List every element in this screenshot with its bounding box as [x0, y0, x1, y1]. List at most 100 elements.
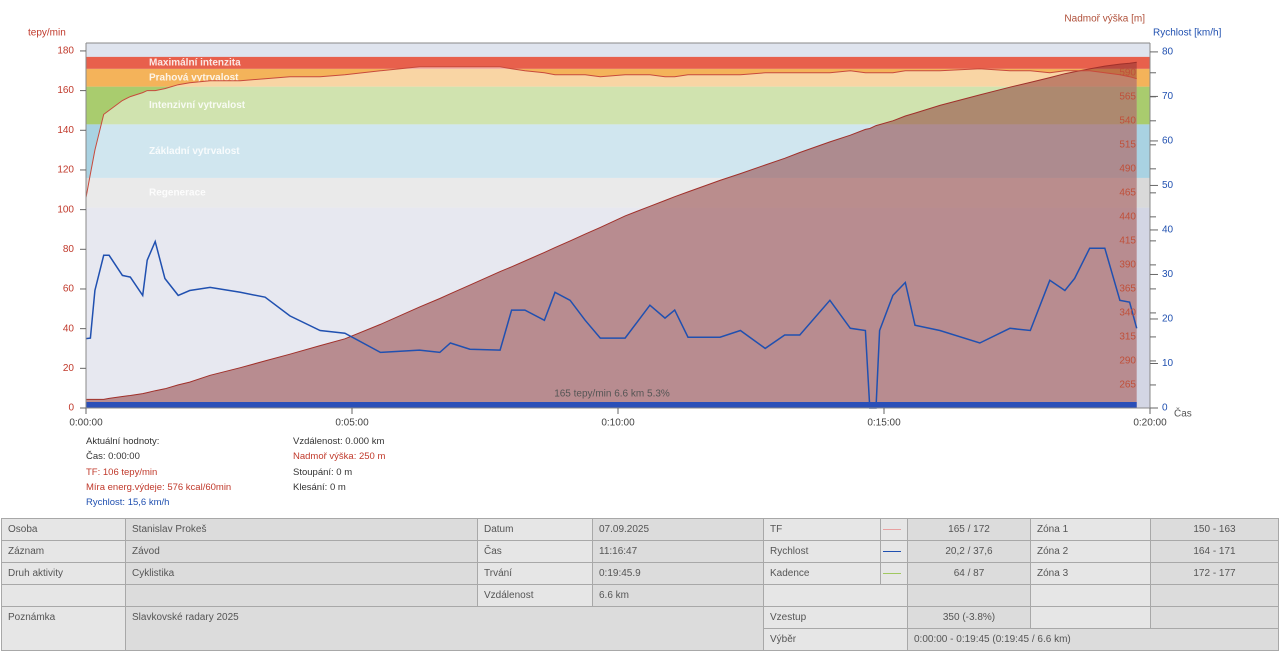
- info-item: TF: 106 tepy/min: [86, 466, 158, 478]
- cell: [763, 584, 908, 607]
- y2-tick-label: 515: [1119, 139, 1136, 150]
- y3-axis-title: Rychlost [km/h]: [1153, 28, 1222, 39]
- y-tick-label: 140: [57, 125, 74, 136]
- y-tick-label: 20: [63, 363, 75, 374]
- altitude-area: [86, 62, 1137, 408]
- y-tick-label: 40: [63, 323, 75, 334]
- y2-tick-label: 415: [1119, 236, 1136, 247]
- zone-label: Regenerace: [149, 187, 206, 198]
- cell: 165 / 172: [907, 518, 1031, 541]
- cell: Vzdálenost: [477, 584, 593, 607]
- cell: 0:00:00 - 0:19:45 (0:19:45 / 6.6 km): [907, 628, 1279, 651]
- cell: Trvání: [477, 562, 593, 585]
- zone-label: Maximální intenzita: [149, 57, 241, 68]
- cell: 350 (-3.8%): [907, 606, 1031, 629]
- info-title: Aktuální hodnoty:: [86, 436, 160, 447]
- y3-tick-label: 40: [1162, 225, 1174, 236]
- y3-tick-label: 30: [1162, 269, 1174, 280]
- y-tick-label: 100: [57, 204, 74, 215]
- cell: 11:16:47: [592, 540, 764, 563]
- y2-tick-label: 315: [1119, 332, 1136, 343]
- swatch: [883, 551, 901, 552]
- cell: Výběr: [763, 628, 908, 651]
- cell: Osoba: [1, 518, 126, 541]
- y-tick-label: 180: [57, 46, 74, 57]
- y2-tick-label: 565: [1119, 91, 1136, 102]
- info-item: Rychlost: 15,6 km/h: [86, 497, 170, 509]
- annotation: 165 tepy/min 6.6 km 5.3%: [554, 389, 670, 400]
- cell: Čas: [477, 540, 593, 563]
- zone-label: Intenzivní vytrvalost: [149, 100, 246, 111]
- cell: Rychlost: [763, 540, 881, 563]
- swatch-cell: [880, 562, 908, 585]
- cell: Zóna 3: [1030, 562, 1151, 585]
- cell: Cyklistika: [125, 562, 478, 585]
- cell: Poznámka: [1, 606, 126, 651]
- cell: 164 - 171: [1150, 540, 1279, 563]
- x-tick-label: 0:00:00: [69, 418, 103, 429]
- cell: [907, 584, 1031, 607]
- cell: [125, 584, 478, 607]
- y3-tick-label: 70: [1162, 91, 1174, 102]
- info-left: Aktuální hodnoty: Čas: 0:00:00 TF: 106 t…: [86, 434, 231, 510]
- y2-axis-title: Nadmoř výška [m]: [1064, 14, 1145, 25]
- info-item: Vzdálenost: 0.000 km: [293, 436, 385, 447]
- y2-tick-label: 390: [1119, 260, 1136, 271]
- cell: Slavkovské radary 2025: [125, 606, 764, 651]
- x-tick-label: 0:15:00: [867, 418, 901, 429]
- summary-table: Osoba Stanislav Prokeš Datum 07.09.2025 …: [1, 518, 1279, 651]
- x-tick-label: 0:10:00: [601, 418, 635, 429]
- cell: [1150, 584, 1279, 607]
- x-tick-label: 0:20:00: [1133, 418, 1167, 429]
- cell: Zóna 2: [1030, 540, 1151, 563]
- y3-tick-label: 20: [1162, 314, 1174, 325]
- x-axis-title: Čas: [1174, 407, 1192, 420]
- zone-band: [86, 56, 1150, 69]
- cell: Druh aktivity: [1, 562, 126, 585]
- y2-tick-label: 540: [1119, 115, 1136, 126]
- info-item: Klesání: 0 m: [293, 481, 346, 493]
- y-tick-label: 0: [68, 403, 74, 414]
- y3-tick-label: 0: [1162, 403, 1168, 414]
- altitude-line: [86, 61, 1137, 400]
- zone-label: Základní vytrvalost: [149, 146, 240, 157]
- cell: Zóna 1: [1030, 518, 1151, 541]
- cell: Kadence: [763, 562, 881, 585]
- cell: 64 / 87: [907, 562, 1031, 585]
- swatch-cell: [880, 518, 908, 541]
- cell: 150 - 163: [1150, 518, 1279, 541]
- swatch: [883, 529, 901, 530]
- y2-tick-label: 490: [1119, 163, 1136, 174]
- cell: 6.6 km: [592, 584, 764, 607]
- y2-tick-label: 290: [1119, 356, 1136, 367]
- y3-tick-label: 60: [1162, 136, 1174, 147]
- cell: Záznam: [1, 540, 126, 563]
- swatch: [883, 573, 901, 574]
- info-item: Čas: 0:00:00: [86, 451, 140, 463]
- y-tick-label: 60: [63, 284, 75, 295]
- y3-tick-label: 50: [1162, 180, 1174, 191]
- y-tick-label: 160: [57, 85, 74, 96]
- cell: [1030, 584, 1151, 607]
- cell: Datum: [477, 518, 593, 541]
- cell: Závod: [125, 540, 478, 563]
- swatch-cell: [880, 540, 908, 563]
- cell: TF: [763, 518, 881, 541]
- y2-tick-label: 590: [1119, 67, 1136, 78]
- y3-tick-label: 80: [1162, 47, 1174, 58]
- y-tick-label: 120: [57, 165, 74, 176]
- chart: tepy/min Nadmoř výška [m] Rychlost [km/h…: [28, 14, 1222, 429]
- cell: 07.09.2025: [592, 518, 764, 541]
- hr-line: [85, 66, 1137, 198]
- selection-bar: [86, 402, 1137, 408]
- cell: [1, 584, 126, 607]
- y3-tick-label: 10: [1162, 358, 1174, 369]
- cell: [1030, 606, 1151, 629]
- zone-label: Prahová vytrvalost: [149, 72, 239, 83]
- cell: [1150, 606, 1279, 629]
- y2-tick-label: 465: [1119, 187, 1136, 198]
- cell: Stanislav Prokeš: [125, 518, 478, 541]
- info-item: Stoupání: 0 m: [293, 466, 353, 478]
- speed-line: [85, 239, 1138, 409]
- cell: 0:19:45.9: [592, 562, 764, 585]
